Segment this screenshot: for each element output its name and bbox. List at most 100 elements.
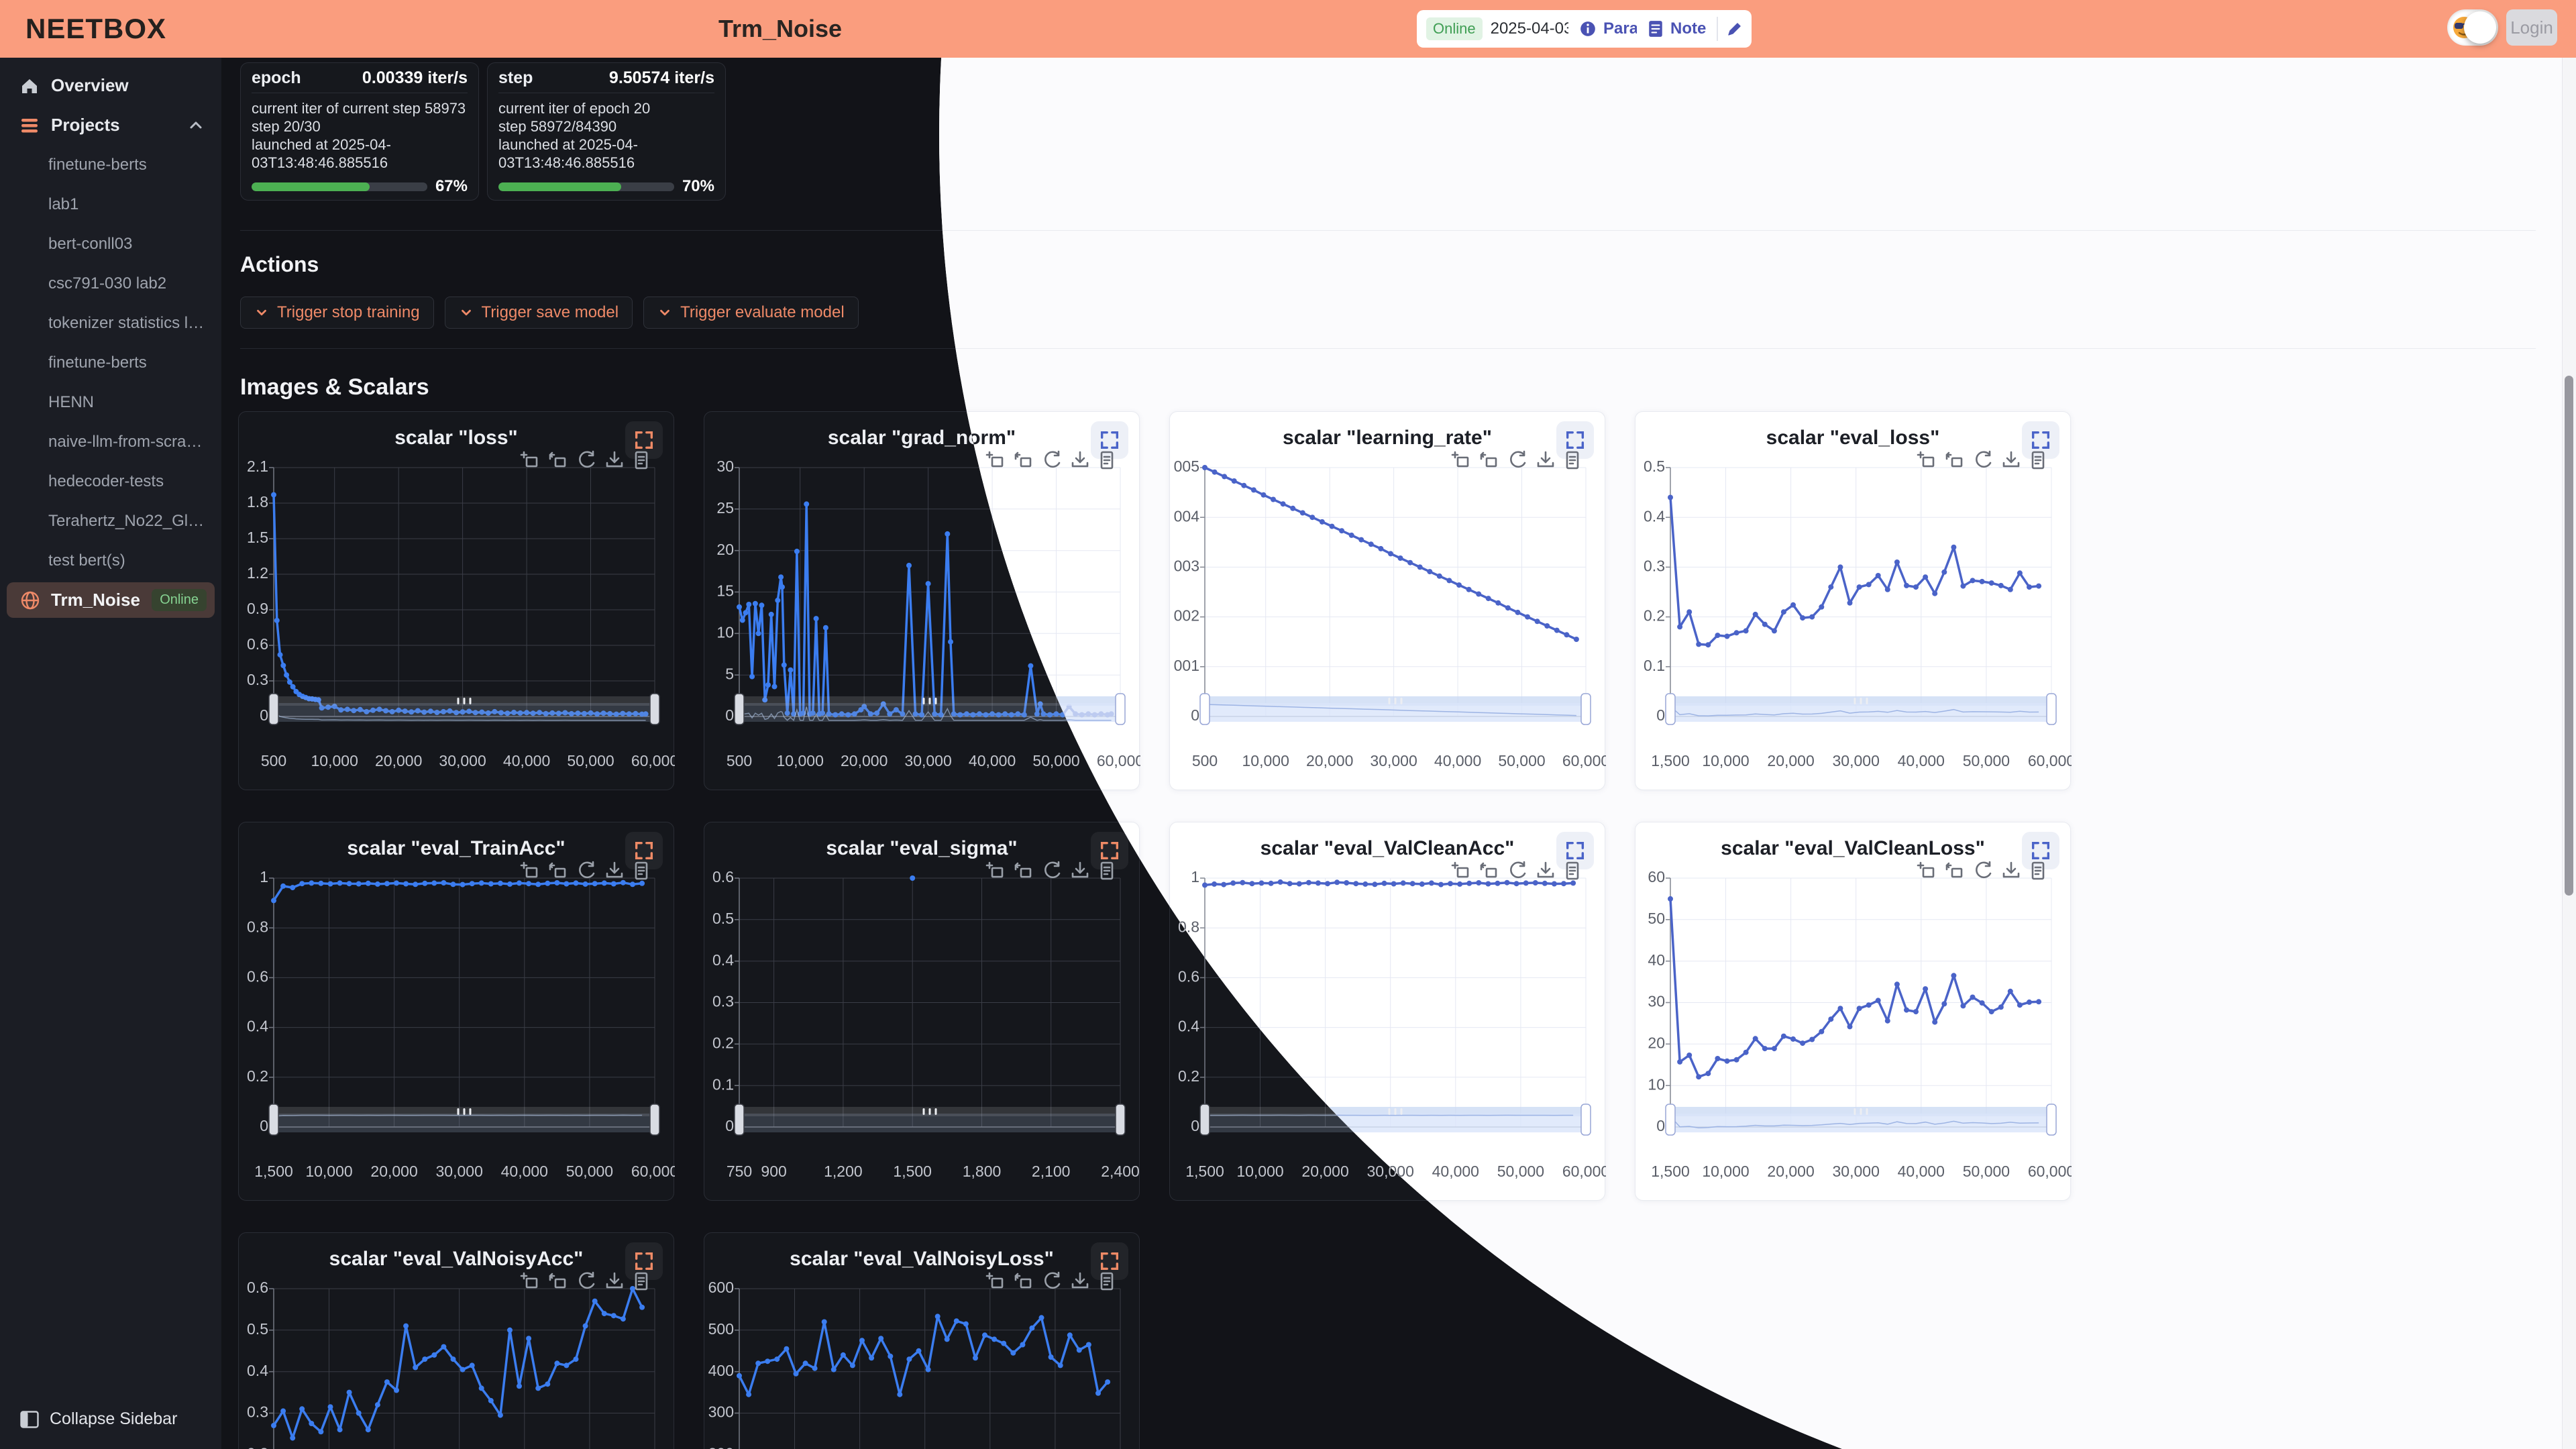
scrollbar[interactable] — [2562, 58, 2576, 1449]
range-slider[interactable] — [268, 693, 660, 725]
data-view-icon[interactable] — [2031, 861, 2045, 880]
data-view-icon[interactable] — [1566, 861, 1579, 880]
sidebar-item-project[interactable]: finetune-berts — [0, 343, 221, 382]
slider-handle-right[interactable] — [1115, 693, 1126, 725]
slider-handle-right[interactable] — [1580, 693, 1591, 725]
chart-plot[interactable]: 01002003004005006001,50010,00020,00030,0… — [704, 1233, 1140, 1449]
area-zoom-icon[interactable] — [520, 861, 538, 878]
refresh-icon[interactable] — [1976, 861, 1992, 879]
restore-icon[interactable] — [549, 1273, 566, 1289]
login-button[interactable]: Login — [2506, 9, 2557, 46]
sidebar-item-project[interactable]: HENN — [0, 382, 221, 422]
download-icon[interactable] — [1537, 861, 1554, 878]
chart-plot[interactable]: 0 0.1 0.2 0.3 0.4 0.5 1,500 10,000 20,000 30,000 4… — [1635, 412, 2072, 791]
chart-plot[interactable]: 0 0.2 0.4 0.6 0.8 1 1,500 10,000 20,000 30,000 40,… — [239, 822, 675, 1201]
range-slider[interactable] — [734, 1104, 1126, 1136]
restore-icon[interactable] — [1014, 1273, 1032, 1289]
trigger-evaluate-model-button[interactable]: Trigger evaluate model — [643, 297, 859, 329]
download-icon[interactable] — [1537, 451, 1554, 468]
fullscreen-icon[interactable] — [1556, 421, 1594, 459]
slider-handle-right[interactable] — [1580, 1104, 1591, 1136]
note-button[interactable]: Note — [1637, 19, 1717, 38]
area-zoom-icon[interactable] — [520, 451, 538, 468]
download-icon[interactable] — [606, 1272, 623, 1289]
chart-plot[interactable]: 0 0.3 0.6 0.9 1.2 1.5 1.8 2.1 500 10,000 20,000 30,… — [239, 412, 675, 791]
refresh-icon[interactable] — [1044, 861, 1061, 879]
download-icon[interactable] — [1071, 451, 1089, 468]
refresh-icon[interactable] — [1510, 450, 1526, 468]
slider-handle-left[interactable] — [1665, 1104, 1676, 1136]
slider-handle-left[interactable] — [734, 693, 745, 725]
range-slider[interactable] — [1665, 693, 2057, 725]
refresh-icon[interactable] — [1044, 1271, 1061, 1289]
download-icon[interactable] — [606, 451, 623, 468]
app-logo[interactable]: NEETBOX — [25, 13, 167, 44]
range-slider[interactable] — [1199, 693, 1591, 725]
edit-button[interactable] — [1718, 10, 1752, 48]
refresh-icon[interactable] — [579, 1271, 595, 1289]
slider-handle-right[interactable] — [649, 1104, 660, 1136]
sidebar-item-project[interactable]: naive-llm-from-scratch — [0, 422, 221, 462]
chart-plot[interactable]: 0 0.1 0.2 0.3 0.4 0.5 0.6 750 900 1,200 1,500 1,800… — [704, 822, 1140, 1201]
slider-handle-right[interactable] — [1115, 1104, 1126, 1136]
sidebar-item-projects[interactable]: Projects — [0, 105, 221, 145]
sidebar-item-project[interactable]: csc791-030 lab2 — [0, 264, 221, 303]
sidebar-item-project[interactable]: tokenizer statistics llama... — [0, 303, 221, 343]
scrollbar-thumb[interactable] — [2565, 376, 2573, 896]
refresh-icon[interactable] — [1976, 450, 1992, 468]
refresh-icon[interactable] — [579, 450, 595, 468]
download-icon[interactable] — [2002, 861, 2020, 878]
sidebar-item-project[interactable]: finetune-berts — [0, 145, 221, 184]
data-view-icon[interactable] — [1100, 1272, 1114, 1291]
range-slider[interactable] — [268, 1104, 660, 1136]
restore-icon[interactable] — [549, 862, 566, 878]
sidebar-item-project[interactable]: Terahertz_No22_Gl261_gl... — [0, 501, 221, 541]
slider-handle-right[interactable] — [2046, 693, 2057, 725]
trigger-stop-training-button[interactable]: Trigger stop training — [240, 297, 434, 329]
restore-icon[interactable] — [549, 451, 566, 468]
sidebar-item-project[interactable]: test bert(s) — [0, 541, 221, 580]
area-zoom-icon[interactable] — [1917, 861, 1935, 878]
refresh-icon[interactable] — [1044, 450, 1061, 468]
trigger-save-model-button[interactable]: Trigger save model — [444, 297, 633, 329]
sidebar-item-project[interactable]: bert-conll03 — [0, 224, 221, 264]
download-icon[interactable] — [2002, 451, 2020, 468]
area-zoom-icon[interactable] — [1451, 861, 1469, 878]
range-slider[interactable] — [734, 693, 1126, 725]
chart-plot[interactable]: 0 001 002 003 004 005 500 10,000 20,000 30,000 40,… — [1170, 412, 1606, 791]
restore-icon[interactable] — [1480, 862, 1497, 878]
sidebar-item-project[interactable]: lab1 — [0, 184, 221, 224]
data-view-icon[interactable] — [635, 1272, 648, 1291]
range-slider[interactable] — [1665, 1104, 2057, 1136]
slider-handle-left[interactable] — [1199, 693, 1210, 725]
slider-handle-left[interactable] — [1199, 1104, 1210, 1136]
restore-icon[interactable] — [1014, 451, 1032, 468]
chart-plot[interactable]: 0 10 20 30 40 50 60 1,500 10,000 20,000 30,000 40,0… — [1635, 822, 2072, 1201]
slider-handle-left[interactable] — [268, 1104, 279, 1136]
sidebar-item-overview[interactable]: Overview — [0, 66, 221, 105]
restore-icon[interactable] — [1945, 862, 1963, 878]
slider-handle-right[interactable] — [649, 693, 660, 725]
theme-toggle[interactable] — [2447, 9, 2498, 46]
sidebar-item-project[interactable]: hedecoder-tests — [0, 462, 221, 501]
area-zoom-icon[interactable] — [985, 861, 1004, 878]
data-view-icon[interactable] — [635, 451, 648, 470]
data-view-icon[interactable] — [1100, 451, 1114, 470]
area-zoom-icon[interactable] — [985, 1272, 1004, 1289]
slider-handle-right[interactable] — [2046, 1104, 2057, 1136]
refresh-icon[interactable] — [1510, 861, 1526, 879]
area-zoom-icon[interactable] — [520, 1272, 538, 1289]
slider-handle-left[interactable] — [1665, 693, 1676, 725]
area-zoom-icon[interactable] — [1451, 451, 1469, 468]
chart-plot[interactable]: 00.10.20.30.40.50.61,50010,00020,00030,0… — [239, 1233, 675, 1449]
data-view-icon[interactable] — [635, 861, 648, 880]
collapse-sidebar-button[interactable]: Collapse Sidebar — [20, 1409, 177, 1429]
restore-icon[interactable] — [1014, 862, 1032, 878]
area-zoom-icon[interactable] — [985, 451, 1004, 468]
download-icon[interactable] — [1071, 1272, 1089, 1289]
sidebar-item-trm-noise[interactable]: Trm_Noise Online — [7, 582, 215, 618]
slider-handle-left[interactable] — [734, 1104, 745, 1136]
slider-handle-left[interactable] — [268, 693, 279, 725]
data-view-icon[interactable] — [1566, 451, 1579, 470]
download-icon[interactable] — [606, 861, 623, 878]
